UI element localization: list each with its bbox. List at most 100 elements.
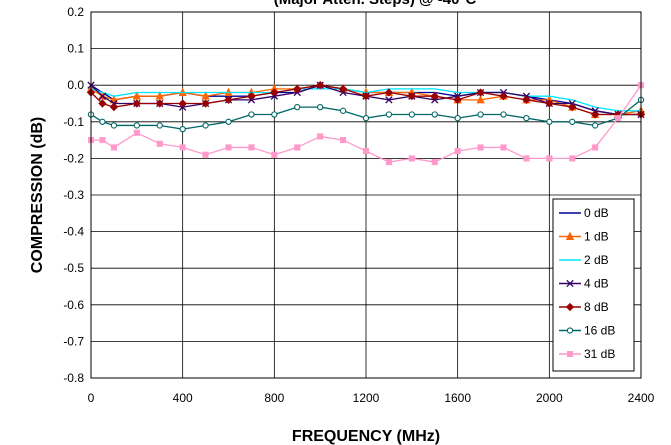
data-point xyxy=(271,111,278,118)
legend-item: 0 dB xyxy=(559,206,609,220)
data-point xyxy=(294,104,301,111)
series-16-db xyxy=(87,96,645,133)
y-tick-label: 0.2 xyxy=(67,5,84,19)
data-point xyxy=(316,81,325,90)
data-point xyxy=(133,122,140,129)
data-point xyxy=(178,99,187,108)
data-point xyxy=(340,137,347,144)
data-point xyxy=(615,115,622,122)
data-point xyxy=(110,122,118,129)
data-point xyxy=(500,111,507,118)
data-point xyxy=(339,107,347,114)
y-tick-label: -0.2 xyxy=(63,151,84,165)
data-point xyxy=(565,302,575,312)
data-point xyxy=(546,118,553,125)
data-point xyxy=(179,144,186,151)
series-line xyxy=(91,84,642,163)
series-31-db xyxy=(87,82,645,166)
legend-label: 1 dB xyxy=(584,230,609,244)
data-point xyxy=(247,92,256,101)
data-point xyxy=(476,94,485,104)
data-point xyxy=(545,99,554,108)
legend-item: 8 dB xyxy=(559,300,609,314)
legend-item: 1 dB xyxy=(559,230,609,244)
x-tick-labels: 0 400 800 1200 1600 2000 2400 xyxy=(88,391,655,405)
y-tick-label: -0.3 xyxy=(63,188,84,202)
data-point xyxy=(592,144,599,151)
x-tick-label: 2400 xyxy=(628,391,655,405)
data-point xyxy=(201,99,210,108)
chart-legend: 0 dB 1 dB 2 dB 4 dB 8 dB 16 dB 31 dB xyxy=(552,198,635,372)
data-point xyxy=(523,114,530,122)
series-layer xyxy=(86,80,646,166)
data-point xyxy=(565,231,575,240)
data-point xyxy=(523,155,530,162)
data-point xyxy=(362,148,370,155)
series-8-db xyxy=(86,81,646,119)
y-tick-label: -0.8 xyxy=(63,371,84,385)
legend-item: 16 dB xyxy=(559,324,615,338)
data-point xyxy=(384,88,394,97)
y-tick-label: -0.6 xyxy=(63,298,84,312)
data-point xyxy=(522,95,531,104)
data-point xyxy=(566,350,574,358)
data-point xyxy=(109,103,119,112)
data-point xyxy=(361,92,371,101)
data-point xyxy=(476,88,485,97)
data-point xyxy=(224,95,233,104)
legend-item: 31 dB xyxy=(559,347,615,361)
data-point xyxy=(408,155,415,162)
data-point xyxy=(453,95,462,104)
data-point xyxy=(293,84,302,93)
data-point xyxy=(99,137,106,144)
data-point xyxy=(294,144,301,151)
legend-label: 4 dB xyxy=(584,277,609,291)
data-point xyxy=(477,111,484,118)
data-point xyxy=(568,103,577,112)
data-point xyxy=(156,122,163,129)
data-point xyxy=(110,144,117,151)
data-point xyxy=(569,155,576,162)
x-axis-label: FREQUENCY (MHz) xyxy=(292,428,440,445)
data-point xyxy=(362,114,370,122)
series-line xyxy=(90,99,642,130)
data-point xyxy=(202,122,209,129)
y-tick-label: -0.1 xyxy=(63,115,84,129)
data-point xyxy=(566,327,574,334)
legend-item: 2 dB xyxy=(559,253,609,267)
data-point xyxy=(225,118,232,125)
legend-label: 8 dB xyxy=(584,300,609,314)
data-point xyxy=(407,92,416,101)
data-point xyxy=(385,96,393,104)
data-point xyxy=(155,99,164,108)
data-point xyxy=(98,92,107,100)
data-point xyxy=(592,122,599,129)
x-tick-label: 800 xyxy=(264,391,284,405)
data-point xyxy=(179,125,186,133)
data-point xyxy=(431,111,438,118)
data-point xyxy=(225,144,232,151)
legend-label: 2 dB xyxy=(584,253,609,267)
data-point xyxy=(317,104,324,111)
data-point xyxy=(98,99,107,108)
data-point xyxy=(408,111,415,118)
x-tick-label: 0 xyxy=(88,391,95,405)
x-tick-label: 2000 xyxy=(536,391,563,405)
data-point xyxy=(156,140,163,147)
data-point xyxy=(591,110,600,119)
data-point xyxy=(500,144,507,151)
data-point xyxy=(202,151,209,158)
legend-label: 31 dB xyxy=(584,347,615,361)
data-point xyxy=(132,99,141,108)
x-tick-label: 400 xyxy=(173,391,193,405)
legend-box xyxy=(552,198,635,372)
data-point xyxy=(133,129,140,136)
data-point xyxy=(338,84,348,93)
data-point xyxy=(271,151,278,158)
data-point xyxy=(569,118,576,125)
data-point xyxy=(99,118,106,125)
data-point xyxy=(385,159,392,166)
data-point xyxy=(431,159,438,166)
data-point xyxy=(317,133,324,140)
